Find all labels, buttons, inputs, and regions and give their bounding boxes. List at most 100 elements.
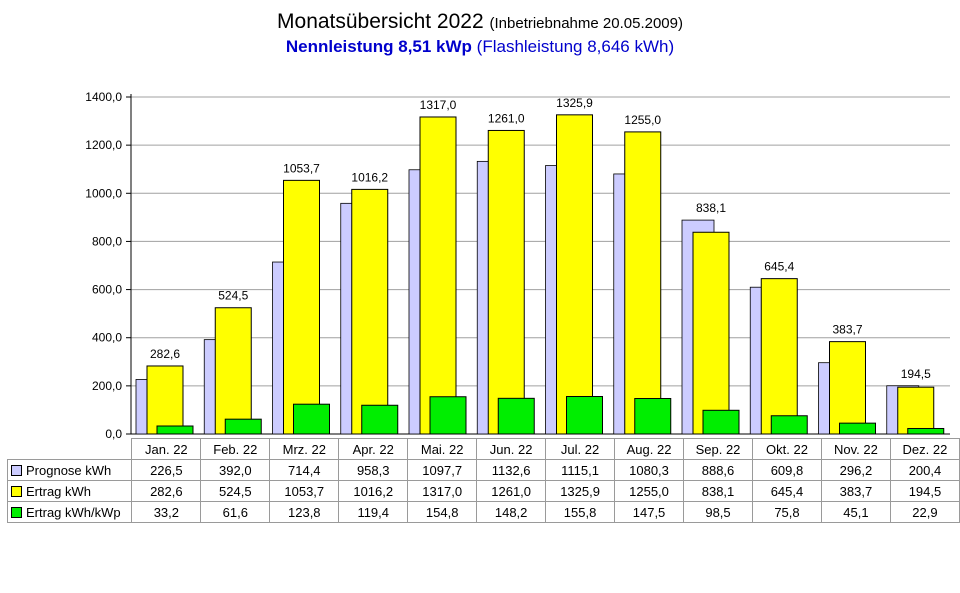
x-category-label: Okt. 22 (752, 438, 822, 460)
bar-ertrag (214, 307, 252, 435)
bar-ertrag (283, 179, 320, 435)
x-category-label: Nov. 22 (820, 438, 891, 460)
legend-swatch (11, 464, 22, 476)
table-cell: 1115,1 (545, 459, 616, 481)
table-cell: 958,3 (338, 459, 409, 481)
bar-ertrag-kwp (770, 415, 808, 435)
bar-ertrag (897, 386, 935, 435)
subtitle-flash-power: (Flashleistung 8,646 kWh) (476, 37, 675, 56)
x-category-label: Aug. 22 (614, 438, 685, 460)
bar-ertrag-kwp (634, 397, 672, 435)
legend-label: Prognose kWh (26, 462, 112, 478)
data-label-ertrag: 1261,0 (488, 111, 525, 125)
x-category-label: Mrz. 22 (269, 438, 340, 460)
table-cell: 645,4 (752, 480, 822, 502)
y-tick-label: 1000,0 (85, 186, 122, 200)
bar-ertrag-kwp (156, 425, 194, 435)
table-cell: 119,4 (338, 501, 409, 523)
table-cell: 1325,9 (545, 480, 616, 502)
subtitle-nominal-power: Nennleistung 8,51 kWp (285, 37, 472, 56)
y-tick-label: 1400,0 (85, 90, 122, 104)
data-label-ertrag: 194,5 (901, 367, 931, 381)
bar-ertrag (556, 114, 593, 435)
table-cell: 61,6 (200, 501, 271, 523)
monthly-bar-chart: 0,0 200,0 400,0 600,0 800,0 1000,0 1200,0 1400,… (85, 90, 950, 440)
legend-label: Ertrag kWh (26, 483, 92, 499)
x-category-label: Apr. 22 (338, 438, 409, 460)
table-cell: 1255,0 (614, 480, 685, 502)
table-row: Ertrag kWh/kWp 33,2 61,6 123,8 119,4 154,8 148… (6, 501, 960, 523)
bar-ertrag (829, 341, 866, 435)
table-cell: 1261,0 (476, 480, 547, 502)
bar-ertrag-kwp (702, 409, 740, 435)
data-label-ertrag: 1325,9 (556, 96, 593, 110)
table-cell: 282,6 (131, 480, 202, 502)
bar-ertrag (487, 129, 525, 435)
bar-ertrag-kwp (293, 403, 330, 435)
bar-ertrag-kwp (566, 395, 603, 435)
y-tick-label: 600,0 (92, 283, 122, 297)
x-category-label: Jun. 22 (476, 438, 547, 460)
bar-ertrag-kwp (839, 422, 876, 435)
chart-subtitle: Nennleistung 8,51 kWp (Flashleistung 8,6… (0, 37, 960, 57)
bar-ertrag-kwp (361, 404, 399, 435)
table-cell: 1132,6 (476, 459, 547, 481)
legend-swatch (11, 485, 22, 497)
table-cell: 123,8 (269, 501, 340, 523)
table-cell: 45,1 (820, 501, 891, 523)
bar-ertrag (692, 231, 730, 435)
bar-ertrag (419, 116, 457, 435)
bar-ertrag (351, 188, 389, 435)
bar-ertrag (624, 131, 662, 435)
bar-ertrag-kwp (497, 397, 535, 435)
table-cell: 392,0 (200, 459, 271, 481)
data-table: Jan. 22 Feb. 22 Mrz. 22 Apr. 22 Mai. 22 Jun. … (6, 438, 960, 523)
chart-title-note: (Inbetriebnahme 20.05.2009) (489, 15, 683, 32)
data-label-ertrag: 1053,7 (283, 161, 320, 175)
legend-entry: Prognose kWh (6, 459, 133, 481)
legend-swatch (11, 506, 22, 518)
table-cell: 383,7 (820, 480, 891, 502)
bar-ertrag (760, 278, 798, 435)
table-cell: 1053,7 (269, 480, 340, 502)
table-corner (8, 439, 132, 460)
data-label-ertrag: 1255,0 (624, 113, 661, 127)
table-cell: 148,2 (476, 501, 547, 523)
table-cell: 838,1 (683, 480, 753, 502)
table-cell: 1097,7 (407, 459, 478, 481)
data-label-ertrag: 645,4 (764, 260, 794, 274)
data-label-ertrag: 1016,2 (351, 170, 388, 184)
table-cell: 200,4 (889, 459, 960, 481)
data-label-ertrag: 838,1 (696, 201, 726, 215)
table-cell: 154,8 (407, 501, 478, 523)
x-category-label: Jul. 22 (545, 438, 616, 460)
x-category-label: Sep. 22 (683, 438, 753, 460)
legend-entry: Ertrag kWh/kWp (6, 501, 133, 523)
x-category-label: Feb. 22 (200, 438, 271, 460)
table-cell: 194,5 (889, 480, 960, 502)
x-category-label: Mai. 22 (407, 438, 478, 460)
table-cell: 888,6 (683, 459, 753, 481)
bar-ertrag (146, 365, 184, 435)
x-category-label: Dez. 22 (889, 438, 960, 460)
table-cell: 1317,0 (407, 480, 478, 502)
bar-ertrag-kwp (224, 418, 262, 435)
table-cell: 98,5 (683, 501, 753, 523)
y-tick-label: 200,0 (92, 379, 122, 393)
table-cell: 226,5 (131, 459, 202, 481)
table-cell: 147,5 (614, 501, 685, 523)
data-label-ertrag: 524,5 (218, 289, 248, 303)
table-header-row: Jan. 22 Feb. 22 Mrz. 22 Apr. 22 Mai. 22 Jun. … (8, 438, 960, 460)
table-row: Prognose kWh 226,5 392,0 714,4 958,3 1097,7 11… (6, 459, 960, 481)
y-tick-label: 400,0 (92, 331, 122, 345)
table-cell: 1016,2 (338, 480, 409, 502)
legend-label: Ertrag kWh/kWp (26, 504, 121, 520)
table-cell: 33,2 (131, 501, 202, 523)
table-cell: 22,9 (889, 501, 960, 523)
table-cell: 609,8 (752, 459, 822, 481)
legend-entry: Ertrag kWh (6, 480, 133, 502)
data-label-ertrag: 282,6 (150, 347, 180, 361)
chart-title-main: Monatsübersicht 2022 (277, 10, 484, 33)
table-row: Ertrag kWh 282,6 524,5 1053,7 1016,2 1317,0 12… (6, 480, 960, 502)
x-category-label: Jan. 22 (131, 438, 202, 460)
